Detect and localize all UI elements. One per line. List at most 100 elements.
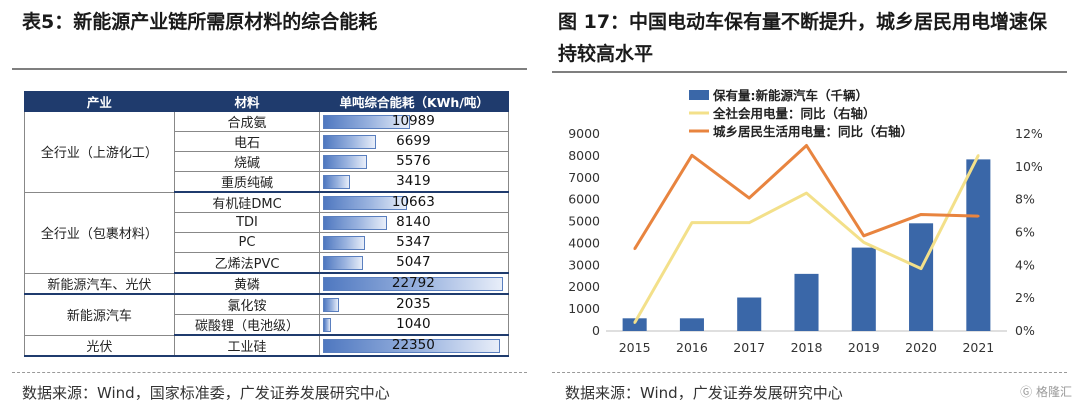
line-point — [690, 221, 694, 224]
material-cell: 重质纯碱 — [173, 171, 321, 193]
material-cell: 合成氨 — [173, 111, 321, 132]
y2-axis-tick-label: 8% — [1015, 192, 1035, 207]
line-point — [805, 191, 808, 195]
energy-value: 5576 — [396, 153, 431, 169]
bar-ev-ownership — [737, 297, 762, 331]
energy-value-cell: 5576 — [319, 151, 509, 172]
line-point — [919, 267, 923, 270]
legend-swatch-bar — [689, 90, 709, 100]
line-point — [977, 154, 980, 157]
y-axis-tick-label: 2000 — [568, 279, 600, 294]
bar-ev-ownership — [794, 273, 819, 331]
energy-value: 8140 — [396, 214, 431, 230]
x-axis-tick-label: 2017 — [733, 340, 765, 355]
energy-value-cell: 22792 — [319, 272, 509, 295]
table-row: 新能源汽车、光伏 黄磷 22792 — [24, 272, 509, 295]
energy-bar — [323, 339, 501, 353]
energy-value: 22792 — [391, 275, 435, 291]
y-axis-tick-label: 4000 — [568, 235, 600, 250]
table-row: TDI 8140 — [25, 212, 509, 233]
y-axis-tick-label: 6000 — [568, 192, 600, 207]
bar-ev-ownership — [622, 318, 647, 331]
line-point — [633, 247, 636, 251]
y2-axis-tick-label: 2% — [1015, 290, 1035, 305]
energy-consumption-table: 产业 材料 单吨综合能耗（KWh/吨） 全行业（上游化工） 合成氨 10989 电石 6… — [24, 91, 509, 357]
energy-value: 5047 — [396, 254, 431, 270]
material-cell: TDI — [173, 212, 321, 233]
table-row: 全行业（上游化工） 合成氨 10989 — [24, 111, 509, 193]
line-point — [690, 154, 694, 157]
header-energy: 单吨综合能耗（KWh/吨） — [319, 91, 509, 112]
energy-value: 6699 — [396, 133, 431, 149]
table-row: 烧碱 5576 — [25, 151, 509, 172]
industry-cell: 新能源汽车 — [24, 293, 175, 336]
legend-label: 城乡居民生活用电量：同比（右轴） — [713, 124, 913, 139]
energy-value-cell: 5047 — [319, 252, 509, 274]
material-cell: 烧碱 — [173, 151, 321, 172]
energy-value-cell: 8140 — [319, 212, 509, 233]
energy-value: 3419 — [396, 173, 431, 189]
material-cell: 碳酸锂（电池级） — [173, 314, 321, 336]
y-axis-tick-label: 5000 — [568, 214, 600, 229]
y2-axis-tick-label: 0% — [1015, 323, 1035, 338]
industry-cell: 全行业（上游化工） — [24, 111, 175, 193]
x-axis-tick-label: 2021 — [962, 340, 994, 355]
energy-value-cell: 2035 — [319, 293, 509, 315]
energy-value: 2035 — [396, 296, 431, 312]
energy-bar — [323, 236, 366, 250]
industry-cell: 光伏 — [24, 334, 175, 357]
watermark-logo: Ⓖ 格隆汇 — [1020, 383, 1072, 400]
right-title-rule — [552, 71, 1067, 73]
energy-value-cell: 22350 — [319, 334, 509, 357]
material-cell: 电石 — [173, 131, 321, 152]
material-cell: 工业硅 — [173, 334, 321, 357]
energy-bar — [323, 196, 408, 210]
y2-axis-tick-label: 10% — [1015, 159, 1043, 174]
energy-value-cell: 5347 — [319, 232, 509, 253]
energy-bar — [323, 155, 368, 169]
energy-value: 10989 — [391, 113, 435, 129]
table-row: 乙烯法PVC 5047 — [25, 252, 509, 274]
energy-value-cell: 10663 — [319, 191, 509, 213]
energy-bar — [323, 135, 377, 149]
energy-bar — [323, 256, 364, 270]
x-axis-tick-label: 2018 — [791, 340, 823, 355]
y-axis-tick-label: 9000 — [568, 126, 600, 141]
y-axis-tick-label: 7000 — [568, 170, 600, 185]
watermark-icon: Ⓖ — [1020, 385, 1033, 399]
x-axis-tick-label: 2015 — [619, 340, 651, 355]
energy-value-cell: 1040 — [319, 314, 509, 336]
table-row: 碳酸锂（电池级） 1040 — [25, 314, 509, 336]
line-point — [862, 234, 865, 237]
right-source-note: 数据来源：Wind，广发证券发展研究中心 — [565, 384, 843, 402]
line-point — [977, 214, 980, 218]
energy-value: 22350 — [391, 337, 435, 353]
line-point — [748, 221, 751, 224]
y-axis-tick-label: 1000 — [568, 301, 600, 316]
table-row: 重质纯碱 3419 — [25, 171, 509, 193]
energy-value-cell: 6699 — [319, 131, 509, 152]
y2-axis-tick-label: 6% — [1015, 225, 1035, 240]
table-row: PC 5347 — [25, 232, 509, 253]
y-axis-tick-label: 3000 — [568, 257, 600, 272]
table-row: 电石 6699 — [25, 131, 509, 152]
left-source-note: 数据来源：Wind，国家标准委，广发证券发展研究中心 — [22, 384, 390, 402]
energy-bar — [323, 115, 411, 129]
line-point — [805, 144, 808, 147]
left-panel-title: 表5：新能源产业链所需原材料的综合能耗 — [22, 11, 378, 33]
energy-value-cell: 10989 — [319, 111, 509, 132]
table-row: 光伏 工业硅 22350 — [24, 334, 509, 357]
bar-ev-ownership — [966, 159, 991, 331]
industry-cell: 全行业（包裹材料） — [24, 191, 175, 274]
bar-ev-ownership — [679, 318, 704, 331]
y-axis-tick-label: 8000 — [568, 148, 600, 163]
energy-value-cell: 3419 — [319, 171, 509, 193]
energy-bar — [323, 175, 351, 189]
material-cell: PC — [173, 232, 321, 253]
right-panel-title: 图 17：中国电动车保有量不断提升，城乡居民用电增速保持较高水平 — [558, 11, 1048, 65]
energy-bar — [323, 318, 332, 332]
line-point — [919, 213, 923, 216]
y2-axis-tick-label: 12% — [1015, 126, 1043, 141]
header-industry: 产业 — [24, 91, 175, 112]
energy-bar — [323, 277, 504, 291]
